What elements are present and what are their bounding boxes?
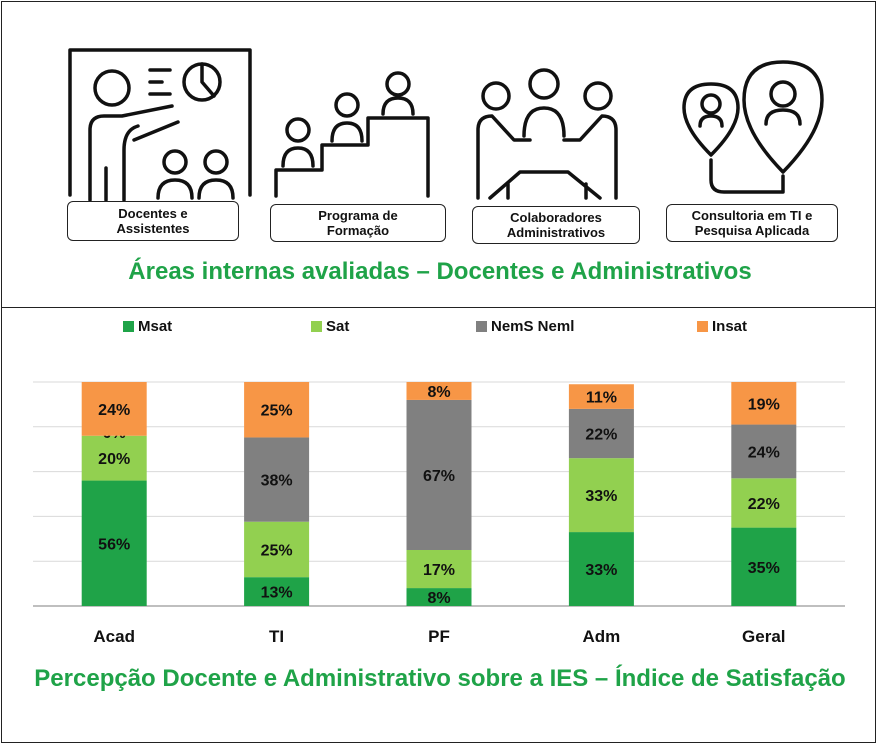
data-label: 13% — [261, 585, 293, 602]
stairs-people-icon — [274, 71, 430, 198]
x-tick-label: Adm — [583, 627, 621, 646]
data-label: 22% — [585, 427, 617, 444]
bar-segment — [731, 478, 797, 528]
card-label-consultoria: Consultoria em TI e Pesquisa Aplicada — [666, 204, 838, 242]
bar-segment — [81, 480, 147, 606]
legend-label-msat: Msat — [138, 318, 173, 335]
legend-swatch-nems — [476, 321, 487, 332]
data-label: 25% — [261, 403, 293, 420]
legend-item-nems: NemS Neml — [476, 318, 574, 335]
bar-segment — [244, 382, 310, 438]
data-label: 22% — [748, 496, 780, 513]
data-label: 17% — [423, 562, 455, 579]
data-label: 11% — [586, 390, 617, 407]
stacked-bar-chart: 56%20%0%24%Acad13%25%38%25%TI8%17%67%8%P… — [33, 381, 845, 646]
bar-segment — [568, 408, 634, 459]
data-label: 25% — [261, 542, 293, 559]
icons-panel — [68, 48, 824, 202]
legend-label-sat: Sat — [326, 318, 350, 335]
data-label: 8% — [427, 384, 450, 401]
legend-label-nems: NemS Neml — [491, 318, 575, 335]
bar-segment — [568, 384, 634, 409]
data-label: 67% — [423, 468, 455, 485]
data-label: 24% — [748, 444, 780, 461]
bar-segment — [731, 527, 797, 606]
bar-segment — [406, 399, 472, 550]
legend-swatch-msat — [123, 321, 134, 332]
card-label-colaboradores: Colaboradores Administrativos — [472, 206, 640, 244]
x-tick-label: Geral — [742, 627, 785, 646]
legend-item-sat: Sat — [311, 318, 349, 335]
legend-item-insat: Insat — [697, 318, 747, 335]
data-label: 38% — [261, 473, 293, 490]
bar-segment — [81, 435, 147, 481]
card-label-docentes: Docentes e Assistentes — [67, 201, 239, 241]
legend-item-msat: Msat — [123, 318, 172, 335]
meeting-group-icon — [476, 68, 618, 200]
location-pins-icon — [682, 60, 824, 194]
data-label: 35% — [748, 560, 780, 577]
top-section-title: Áreas internas avaliadas – Docentes e Ad… — [128, 258, 752, 285]
bar-segment — [406, 588, 472, 606]
bar-segment — [406, 382, 472, 400]
legend-label-insat: Insat — [712, 318, 748, 335]
data-label: 19% — [748, 396, 780, 413]
x-tick-label: Acad — [93, 627, 135, 646]
data-label: 33% — [585, 562, 617, 579]
legend-swatch-insat — [697, 321, 708, 332]
bar-segment — [731, 424, 797, 479]
teacher-presentation-icon — [68, 48, 252, 202]
bar-segment — [568, 532, 634, 606]
data-label: 20% — [98, 451, 130, 468]
bar-segment — [406, 550, 472, 589]
data-label: 56% — [98, 536, 130, 553]
legend-swatch-sat — [311, 321, 322, 332]
card-label-programa: Programa de Formação — [270, 204, 446, 242]
bar-segment — [244, 521, 310, 578]
bar-segment — [568, 458, 634, 533]
section-divider — [1, 307, 876, 308]
bar-segment — [244, 437, 310, 522]
bottom-section-title: Percepção Docente e Administrativo sobre… — [34, 665, 846, 692]
x-tick-label: TI — [269, 627, 284, 646]
data-label: 8% — [427, 590, 450, 607]
data-label: 33% — [585, 488, 617, 505]
data-label: 24% — [98, 402, 130, 419]
bar-segment — [244, 577, 310, 606]
bar-segment — [731, 382, 797, 425]
x-tick-label: PF — [428, 627, 450, 646]
chart-legend: Msat Sat NemS Neml Insat — [0, 318, 880, 342]
bar-segment — [81, 382, 147, 436]
